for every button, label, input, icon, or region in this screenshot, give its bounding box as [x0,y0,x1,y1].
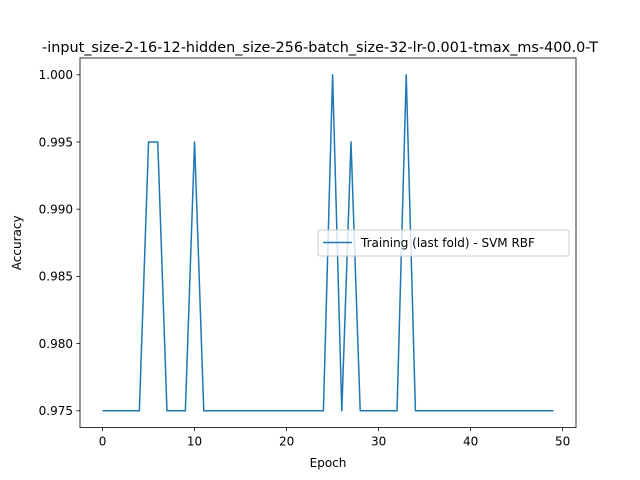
y-tick-label: 0.985 [39,270,73,284]
x-tick-label: 40 [463,435,478,449]
y-tick-label: 0.995 [39,135,73,149]
y-tick-label: 0.990 [39,203,73,217]
legend-label: Training (last fold) - SVM RBF [360,236,535,250]
legend-box [317,229,570,257]
legend: Training (last fold) - SVM RBF [317,229,570,257]
y-axis-label: Accuracy [10,215,24,270]
x-tick-label: 50 [555,435,570,449]
x-tick-label: 30 [371,435,386,449]
y-tick-label: 0.980 [39,337,73,351]
x-tick-label: 0 [99,435,107,449]
x-tick-label: 10 [187,435,202,449]
plot-area-frame [79,57,577,429]
y-tick-label: 0.975 [39,404,73,418]
x-tick-label: 20 [279,435,294,449]
chart-title: -input_size-2-16-12-hidden_size-256-batc… [42,40,598,56]
y-tick-label: 1.000 [39,68,73,82]
x-axis-label: Epoch [310,456,347,470]
